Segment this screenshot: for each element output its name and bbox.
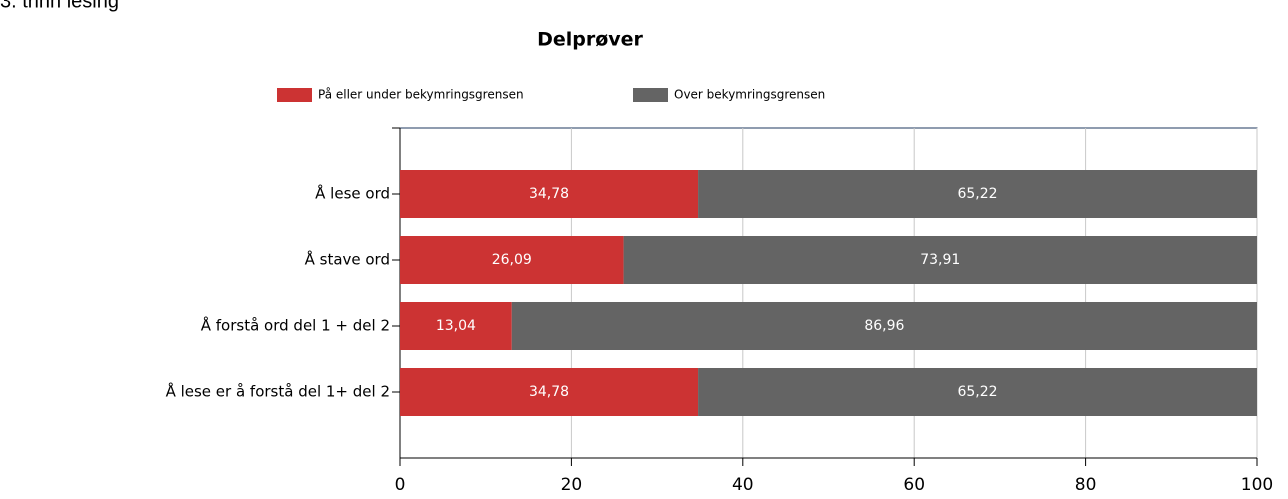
value-label: 26,09 (492, 252, 532, 268)
bar-segment (400, 236, 624, 284)
legend-label: Over bekymringsgrensen (674, 88, 825, 102)
value-label: 13,04 (436, 318, 476, 334)
x-tick-label: 40 (732, 475, 754, 495)
value-label: 65,22 (957, 186, 997, 202)
value-label: 73,91 (920, 252, 960, 268)
value-label: 34,78 (529, 186, 569, 202)
legend-swatch (633, 88, 668, 102)
bar-segment (623, 236, 1257, 284)
bar-segment (698, 170, 1257, 218)
value-label: 34,78 (529, 384, 569, 400)
page-heading: 3. trinn lesing (0, 0, 119, 12)
chart-title: Delprøver (537, 29, 643, 51)
x-tick-label: 80 (1075, 475, 1097, 495)
y-tick-label: Å stave ord (305, 250, 390, 269)
x-tick-label: 0 (395, 475, 406, 495)
y-tick-label: Å lese ord (315, 184, 390, 203)
value-label: 65,22 (957, 384, 997, 400)
bar-segment (511, 302, 1257, 350)
legend-swatch (277, 88, 312, 102)
bar-segment (400, 368, 699, 416)
x-tick-label: 60 (903, 475, 925, 495)
x-tick-label: 20 (561, 475, 583, 495)
bar-segment (400, 302, 512, 350)
value-label: 86,96 (864, 318, 904, 334)
y-tick-label: Å lese er å forstå del 1+ del 2 (166, 382, 390, 401)
bar-segment (400, 170, 699, 218)
legend-label: På eller under bekymringsgrensen (318, 88, 524, 102)
bar-segment (698, 368, 1257, 416)
x-tick-label: 100 (1241, 475, 1273, 495)
y-tick-label: Å forstå ord del 1 + del 2 (201, 316, 390, 335)
